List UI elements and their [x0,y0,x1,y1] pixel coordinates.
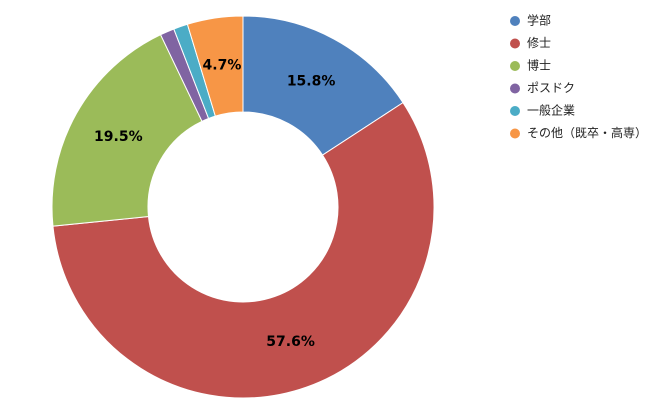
slice [51,34,203,227]
legend-marker [510,61,520,71]
legend-marker [510,128,520,139]
legend-label: 博士 [527,58,551,73]
data-label: 57.6% [266,334,315,350]
data-label: 15.8% [287,73,336,89]
legend-label: その他（既卒・高専） [527,125,647,140]
legend-label: 一般企業 [527,103,575,118]
slice [242,15,404,156]
data-label: 4.7% [203,58,242,74]
data-label: 19.5% [94,129,143,145]
slice [52,101,435,399]
legend-marker [510,16,520,26]
legend-label: ポスドク [527,81,575,95]
legend-marker [510,106,520,116]
legend-marker [510,38,520,49]
legend-marker [510,83,520,94]
legend-label: 学部 [527,13,551,28]
legend-label: 修士 [527,35,551,50]
slice [186,15,244,117]
